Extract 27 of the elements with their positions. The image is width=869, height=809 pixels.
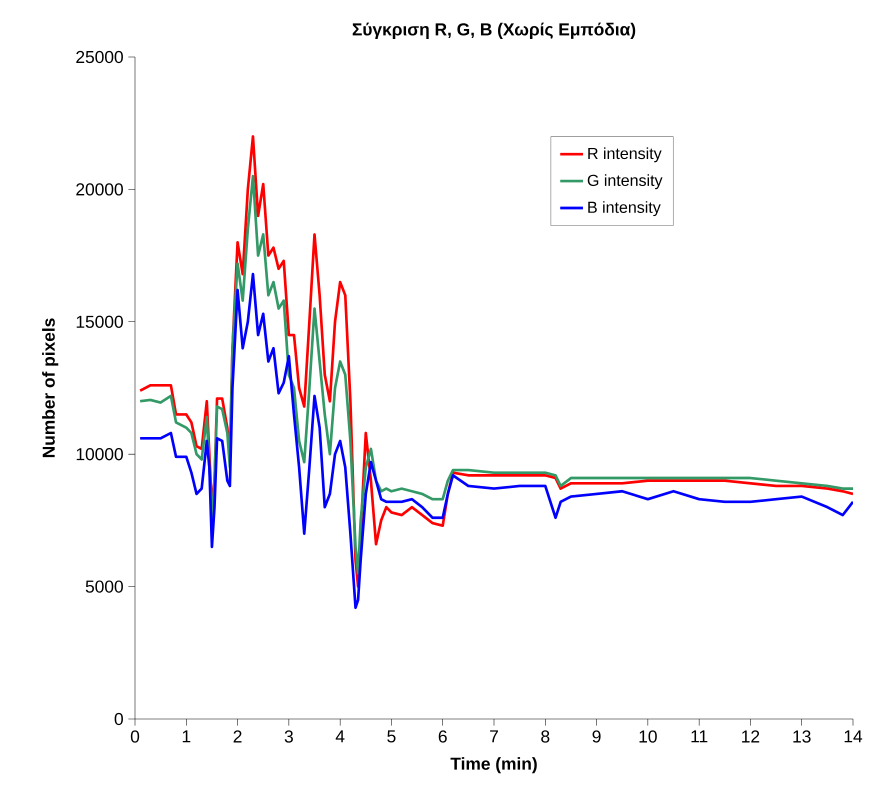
x-tick-label: 8 [541,730,550,743]
y-tick-label: 0 [114,712,123,726]
legend-label: R intensity [588,147,662,162]
x-tick-label: 11 [691,730,708,742]
x-tick-label: 12 [742,730,760,742]
x-tick-label: 2 [234,730,242,742]
legend-label: B intensity [588,201,661,216]
y-tick-label: 15000 [76,316,123,328]
x-tick-label: 10 [640,730,657,743]
x-tick-label: 0 [130,730,140,743]
y-tick-label: 25000 [76,50,123,64]
x-tick-label: 7 [490,730,498,742]
y-tick-label: 5000 [86,580,123,593]
x-tick-label: 9 [592,730,601,743]
x-tick-label: 4 [336,730,344,742]
y-tick-label: 10000 [76,448,123,460]
x-tick-label: 13 [793,730,811,743]
legend-label: G intensity [588,174,663,190]
x-tick-label: 3 [284,730,293,743]
y-axis-title: Number of pixels [42,318,58,458]
x-tick-label: 14 [844,730,862,742]
x-tick-label: 5 [387,730,396,742]
x-tick-label: 6 [438,730,447,743]
x-axis-title: Time (min) [450,757,537,774]
chart-title: Σύγκριση R, G, B (Χωρίς Εμπόδια) [352,22,636,39]
x-tick-label: 1 [182,730,190,742]
y-tick-label: 20000 [76,183,123,196]
